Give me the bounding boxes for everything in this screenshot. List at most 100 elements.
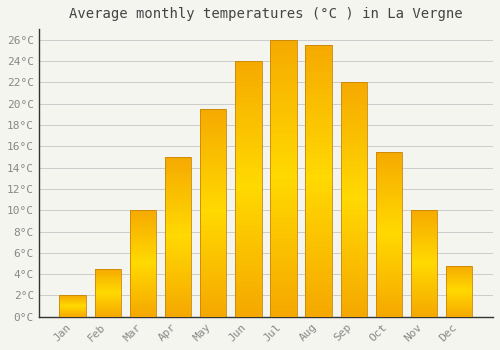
Bar bbox=[376, 228, 402, 231]
Bar bbox=[130, 302, 156, 304]
Bar bbox=[235, 61, 262, 317]
Bar bbox=[306, 89, 332, 94]
Bar bbox=[235, 76, 262, 82]
Bar bbox=[94, 295, 121, 296]
Bar bbox=[235, 291, 262, 296]
Bar bbox=[306, 175, 332, 181]
Bar bbox=[235, 184, 262, 189]
Bar bbox=[411, 281, 438, 283]
Bar bbox=[376, 271, 402, 274]
Bar bbox=[306, 132, 332, 138]
Bar bbox=[446, 284, 472, 285]
Bar bbox=[165, 182, 191, 186]
Bar bbox=[270, 40, 296, 317]
Bar bbox=[376, 178, 402, 181]
Bar bbox=[235, 158, 262, 163]
Bar bbox=[235, 194, 262, 199]
Bar bbox=[446, 314, 472, 315]
Bar bbox=[446, 270, 472, 271]
Bar bbox=[94, 269, 121, 270]
Bar bbox=[130, 304, 156, 306]
Bar bbox=[446, 281, 472, 282]
Bar bbox=[94, 302, 121, 303]
Bar bbox=[60, 307, 86, 308]
Bar bbox=[411, 242, 438, 244]
Bar bbox=[60, 302, 86, 303]
Bar bbox=[306, 67, 332, 72]
Bar bbox=[130, 306, 156, 308]
Bar bbox=[235, 179, 262, 184]
Bar bbox=[94, 285, 121, 286]
Bar bbox=[60, 304, 86, 305]
Bar bbox=[165, 234, 191, 237]
Bar bbox=[376, 274, 402, 277]
Bar bbox=[340, 172, 367, 176]
Bar bbox=[270, 112, 296, 117]
Bar bbox=[130, 291, 156, 293]
Bar bbox=[94, 303, 121, 304]
Bar bbox=[130, 283, 156, 285]
Bar bbox=[130, 251, 156, 253]
Bar bbox=[165, 301, 191, 304]
Bar bbox=[60, 306, 86, 307]
Bar bbox=[200, 279, 226, 284]
Bar bbox=[446, 282, 472, 283]
Bar bbox=[376, 284, 402, 287]
Bar bbox=[165, 262, 191, 266]
Bar bbox=[200, 205, 226, 209]
Bar bbox=[130, 244, 156, 246]
Bar bbox=[200, 242, 226, 246]
Bar bbox=[130, 264, 156, 266]
Bar bbox=[130, 261, 156, 264]
Bar bbox=[130, 210, 156, 212]
Bar bbox=[446, 288, 472, 289]
Bar bbox=[165, 157, 191, 160]
Bar bbox=[94, 307, 121, 308]
Bar bbox=[200, 163, 226, 167]
Bar bbox=[94, 297, 121, 298]
Bar bbox=[411, 293, 438, 295]
Bar bbox=[376, 181, 402, 185]
Bar bbox=[235, 219, 262, 225]
Bar bbox=[270, 56, 296, 62]
Bar bbox=[411, 308, 438, 310]
Bar bbox=[340, 298, 367, 303]
Bar bbox=[376, 198, 402, 201]
Bar bbox=[165, 160, 191, 163]
Bar bbox=[411, 266, 438, 268]
Bar bbox=[446, 306, 472, 307]
Bar bbox=[130, 232, 156, 234]
Bar bbox=[306, 279, 332, 284]
Bar bbox=[60, 297, 86, 298]
Bar bbox=[376, 290, 402, 294]
Bar bbox=[200, 234, 226, 238]
Bar bbox=[340, 312, 367, 317]
Bar bbox=[94, 287, 121, 288]
Bar bbox=[270, 106, 296, 112]
Bar bbox=[411, 248, 438, 251]
Bar bbox=[200, 142, 226, 146]
Bar bbox=[94, 271, 121, 272]
Bar bbox=[200, 180, 226, 184]
Bar bbox=[270, 139, 296, 145]
Bar bbox=[446, 283, 472, 284]
Bar bbox=[376, 231, 402, 234]
Bar bbox=[200, 221, 226, 225]
Bar bbox=[306, 186, 332, 192]
Bar bbox=[340, 87, 367, 92]
Bar bbox=[94, 305, 121, 306]
Bar bbox=[200, 304, 226, 308]
Bar bbox=[200, 146, 226, 150]
Bar bbox=[270, 217, 296, 223]
Bar bbox=[446, 292, 472, 293]
Bar bbox=[411, 304, 438, 306]
Bar bbox=[60, 301, 86, 302]
Bar bbox=[165, 266, 191, 269]
Bar bbox=[130, 215, 156, 217]
Bar bbox=[306, 181, 332, 186]
Bar bbox=[306, 116, 332, 121]
Bar bbox=[446, 291, 472, 292]
Bar bbox=[165, 250, 191, 253]
Bar bbox=[446, 310, 472, 311]
Bar bbox=[340, 143, 367, 148]
